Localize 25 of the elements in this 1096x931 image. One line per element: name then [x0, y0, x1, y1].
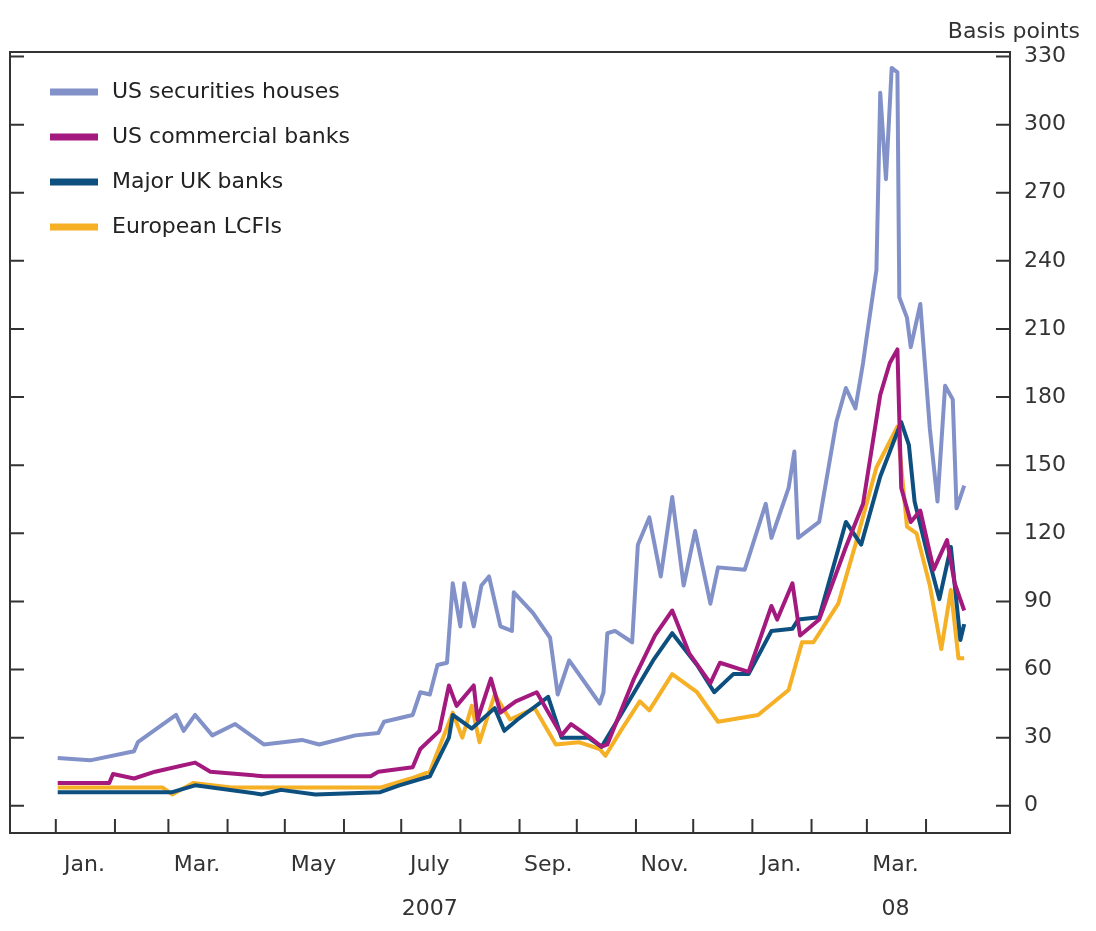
- x-tick-label: Jan.: [61, 850, 105, 876]
- y-axis-title: Basis points: [947, 18, 1080, 43]
- y-tick-label: 0: [1024, 791, 1039, 817]
- x-tick-label: July 2007: [401, 850, 458, 920]
- legend-label: US commercial banks: [112, 122, 350, 148]
- x-tick-label: Nov.: [640, 850, 689, 876]
- y-tick-label: 30: [1024, 723, 1053, 749]
- y-tick-label: 210: [1024, 314, 1067, 340]
- y-tick-label: 300: [1024, 110, 1067, 136]
- y-tick-label: 150: [1024, 450, 1067, 476]
- y-tick-label: 240: [1024, 246, 1067, 272]
- y-tick-label: 90: [1024, 587, 1053, 613]
- y-tick-label: 120: [1024, 519, 1067, 545]
- y-tick-label: 270: [1024, 178, 1067, 204]
- y-tick-label: 60: [1024, 655, 1053, 681]
- x-tick-label: May: [290, 850, 337, 876]
- x-tick-label: Sep.: [523, 850, 573, 876]
- legend-label: European LCFIs: [112, 212, 283, 238]
- legend-label: Major UK banks: [112, 167, 284, 193]
- y-tick-label: 330: [1024, 42, 1067, 68]
- x-tick-label: Mar.: [173, 850, 221, 876]
- x-tick-label: Jan.: [758, 850, 802, 876]
- y-tick-label: 180: [1024, 382, 1067, 408]
- x-tick-label: Mar. 08: [872, 850, 919, 920]
- legend-label: US securities houses: [112, 77, 340, 103]
